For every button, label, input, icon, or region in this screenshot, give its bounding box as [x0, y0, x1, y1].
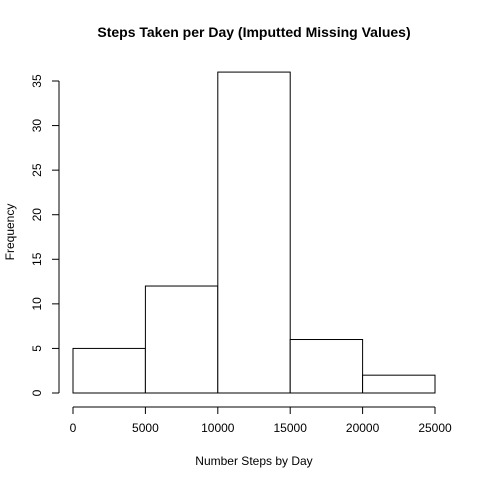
chart-title: Steps Taken per Day (Imputted Missing Va… [97, 24, 410, 40]
x-tick-label: 15000 [274, 421, 308, 435]
y-tick-label: 5 [30, 345, 44, 352]
histogram-bar-3 [289, 339, 364, 394]
histogram-bar-1 [144, 285, 219, 394]
x-tick-label: 0 [70, 421, 77, 435]
histogram-bar-0 [72, 347, 146, 394]
x-tick-label: 25000 [418, 421, 452, 435]
y-axis: 0 5 10 15 20 25 30 35 [30, 74, 60, 396]
x-tick-label: 5000 [132, 421, 159, 435]
y-tick-label: 15 [30, 252, 44, 266]
x-axis-label: Number Steps by Day [195, 454, 312, 468]
histogram-bar-4 [362, 374, 436, 394]
bars-group [72, 71, 436, 394]
y-tick-label: 20 [30, 208, 44, 222]
y-tick-label: 10 [30, 297, 44, 311]
y-tick-label: 30 [30, 119, 44, 133]
x-tick-label: 20000 [346, 421, 380, 435]
x-axis: 0 5000 10000 15000 20000 25000 [70, 406, 452, 435]
y-axis-label: Frequency [3, 204, 17, 261]
x-tick-label: 10000 [201, 421, 235, 435]
y-tick-label: 35 [30, 74, 44, 88]
y-tick-label: 25 [30, 163, 44, 177]
y-tick-label: 0 [30, 389, 44, 396]
histogram-bar-2 [217, 71, 291, 394]
